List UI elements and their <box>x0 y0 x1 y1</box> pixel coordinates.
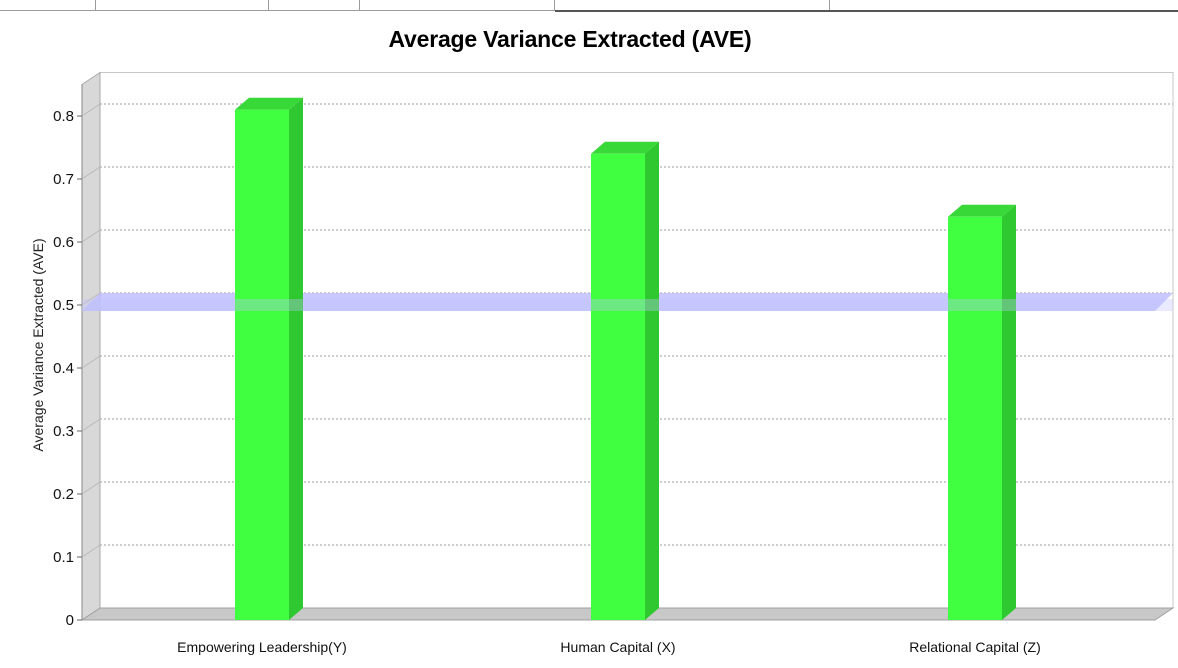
bar-top <box>591 141 659 154</box>
bar-side <box>289 97 303 620</box>
toolbar-divider <box>268 0 269 10</box>
gridline-side <box>81 229 101 243</box>
y-tick-label: 0.5 <box>53 297 74 314</box>
bar-front <box>948 216 1002 621</box>
chart-title: Average Variance Extracted (AVE) <box>388 26 752 52</box>
gridline-side <box>81 292 101 306</box>
toolbar-divider <box>95 0 96 10</box>
x-tick-label: Relational Capital (Z) <box>909 639 1041 655</box>
gridline-side <box>81 544 101 558</box>
toolbar-divider <box>359 0 360 10</box>
bar-side <box>1002 204 1016 621</box>
bar-top <box>235 97 303 110</box>
gridline-side <box>81 355 101 369</box>
gridline-side <box>81 103 101 117</box>
y-tick-label: 0.2 <box>53 486 74 503</box>
bar-0 <box>235 97 303 620</box>
plot-side-wall <box>81 71 101 621</box>
y-tick-label: 0.6 <box>53 234 74 251</box>
gridline-side <box>81 166 101 180</box>
gridline-side <box>81 418 101 432</box>
bar-2 <box>948 204 1016 621</box>
toolbar-segment <box>830 0 1178 12</box>
toolbar-segment <box>555 0 830 12</box>
x-tick-label: Empowering Leadership(Y) <box>177 639 347 655</box>
bar-front <box>591 153 645 621</box>
y-tick-label: 0 <box>66 612 74 629</box>
reference-line-overlay <box>82 299 1173 311</box>
top-toolbar-strip <box>0 0 1178 14</box>
bar-top <box>948 204 1016 217</box>
y-tick-label: 0.4 <box>53 360 74 377</box>
y-tick-label: 0.1 <box>53 549 74 566</box>
gridline-side <box>81 481 101 495</box>
y-tick-label: 0.3 <box>53 423 74 440</box>
x-tick-label: Human Capital (X) <box>560 639 675 655</box>
toolbar-segment <box>0 0 555 11</box>
bar-side <box>645 141 659 621</box>
bar-1 <box>591 141 659 621</box>
y-tick-label: 0.7 <box>53 171 74 188</box>
bar-front <box>235 109 289 620</box>
toolbar-divider <box>829 0 830 10</box>
toolbar-divider <box>554 0 555 10</box>
y-tick-label: 0.8 <box>53 108 74 125</box>
